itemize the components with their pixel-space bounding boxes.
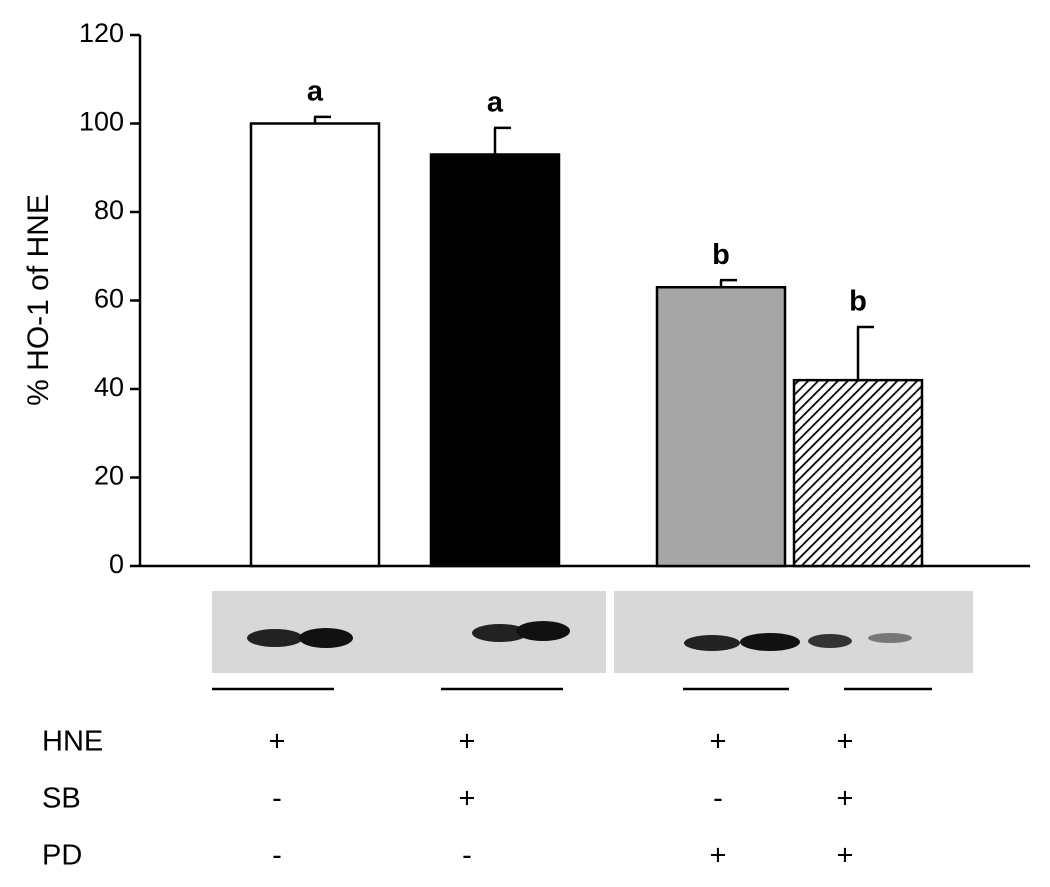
treatment-mark: + (837, 840, 854, 872)
y-tick-label: 0 (109, 549, 124, 579)
treatment-mark: + (269, 726, 286, 758)
treatment-mark: + (459, 726, 476, 758)
treatment-mark: - (713, 783, 723, 815)
blot (212, 591, 973, 691)
y-tick-label: 120 (79, 18, 124, 48)
treatment-name: PD (42, 840, 82, 872)
y-tick-label: 40 (94, 372, 124, 402)
y-tick-label: 20 (94, 461, 124, 491)
treatment-mark: - (462, 840, 472, 872)
treatment-mark: + (710, 840, 727, 872)
y-tick-label: 60 (94, 284, 124, 314)
y-tick-label: 80 (94, 195, 124, 225)
bar (655, 285, 787, 568)
treatment-mark: + (837, 783, 854, 815)
y-axis-label: % HO-1 of HNE (22, 194, 55, 406)
bar-label: a (307, 76, 324, 108)
treatment-mark: + (459, 783, 476, 815)
bar-label: a (487, 87, 504, 119)
bar (429, 153, 561, 568)
treatment-mark: + (837, 726, 854, 758)
treatment-name: HNE (42, 726, 103, 758)
treatment-name: SB (42, 783, 81, 815)
y-tick-label: 100 (79, 107, 124, 137)
treatment-mark: - (272, 783, 282, 815)
treatment-mark: - (272, 840, 282, 872)
bar (792, 378, 924, 568)
bar-label: b (712, 239, 730, 271)
bar-label: b (849, 286, 867, 318)
treatment-mark: + (710, 726, 727, 758)
bar (249, 122, 381, 568)
